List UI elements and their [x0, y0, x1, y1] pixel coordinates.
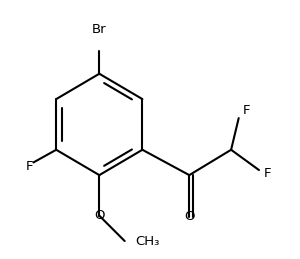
Text: F: F [264, 167, 272, 180]
Text: O: O [184, 211, 194, 224]
Text: CH₃: CH₃ [135, 234, 159, 248]
Text: F: F [26, 160, 33, 173]
Text: O: O [94, 209, 105, 222]
Text: Br: Br [92, 23, 106, 36]
Text: F: F [243, 104, 250, 117]
